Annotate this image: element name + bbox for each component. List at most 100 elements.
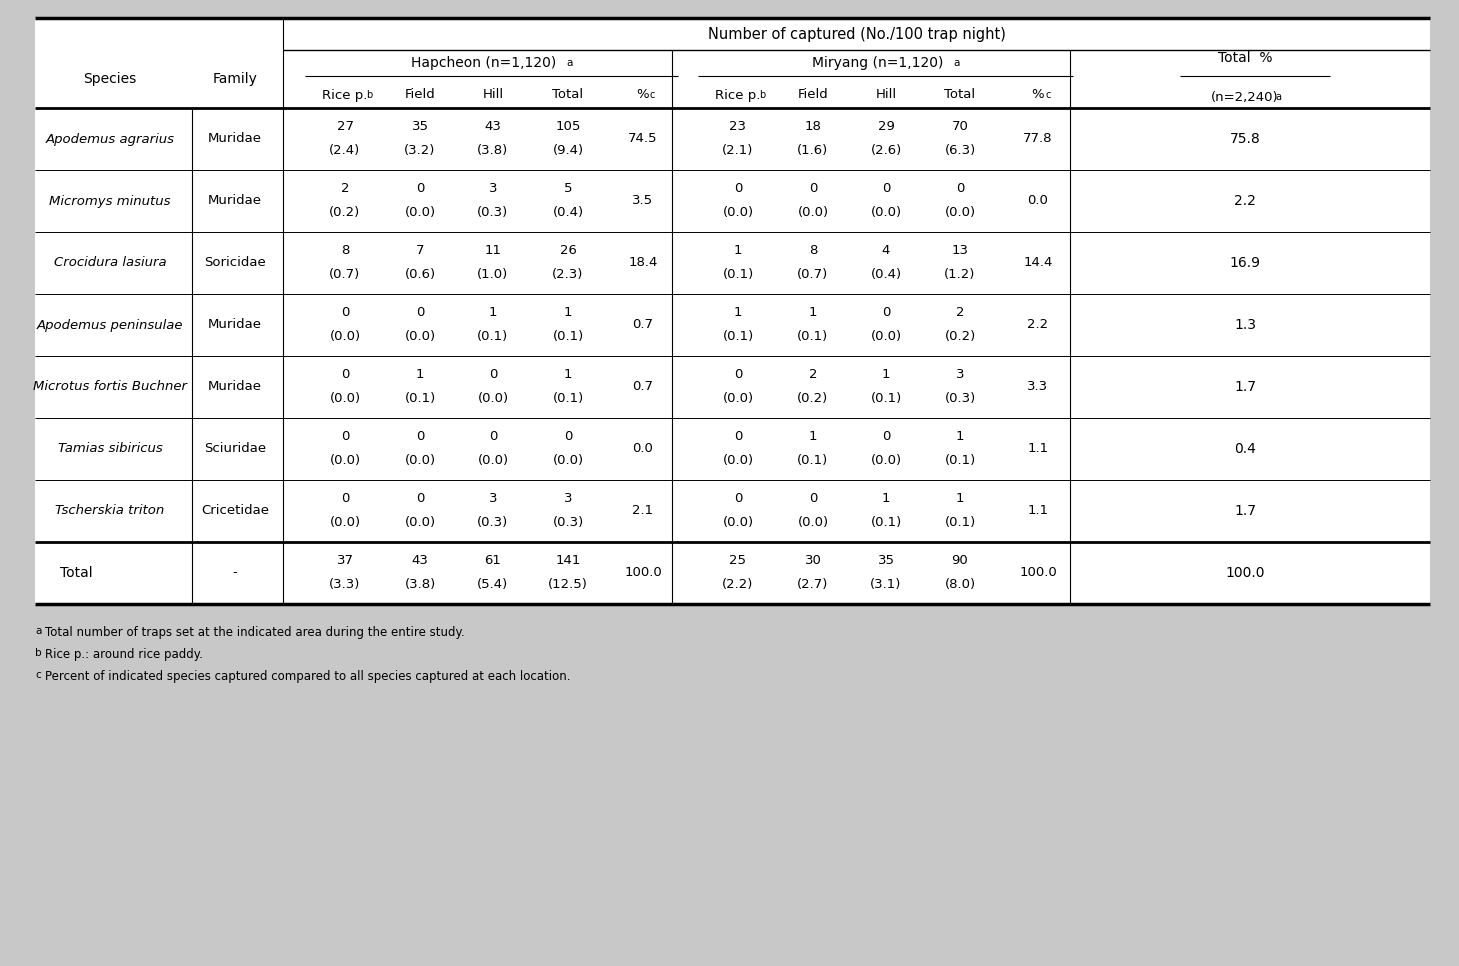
- Text: %: %: [1032, 89, 1045, 101]
- Text: 0: 0: [734, 430, 743, 443]
- Text: Total number of traps set at the indicated area during the entire study.: Total number of traps set at the indicat…: [45, 626, 464, 639]
- Text: (2.4): (2.4): [330, 144, 360, 156]
- Text: 0: 0: [489, 430, 498, 443]
- Text: (0.0): (0.0): [330, 454, 360, 467]
- Text: (0.0): (0.0): [722, 454, 753, 467]
- Text: 100.0: 100.0: [624, 566, 662, 580]
- Text: (9.4): (9.4): [553, 144, 584, 156]
- Text: 2: 2: [808, 368, 817, 382]
- Text: (0.1): (0.1): [944, 454, 976, 467]
- Text: c: c: [651, 90, 655, 100]
- Text: (2.1): (2.1): [722, 144, 754, 156]
- Text: (0.0): (0.0): [722, 391, 753, 405]
- Text: 0: 0: [808, 492, 817, 505]
- Text: 18.4: 18.4: [629, 257, 658, 270]
- Text: Muridae: Muridae: [209, 132, 263, 146]
- Text: (5.4): (5.4): [477, 578, 509, 590]
- Text: Muridae: Muridae: [209, 194, 263, 208]
- Text: 35: 35: [411, 120, 429, 133]
- Text: 13: 13: [951, 244, 969, 257]
- Text: 0: 0: [489, 368, 498, 382]
- Text: 0: 0: [416, 430, 425, 443]
- Text: Rice p.: around rice paddy.: Rice p.: around rice paddy.: [45, 648, 203, 661]
- Text: 29: 29: [877, 120, 894, 133]
- Text: (0.0): (0.0): [871, 454, 902, 467]
- Text: 141: 141: [556, 554, 581, 567]
- Text: 3.5: 3.5: [632, 194, 654, 208]
- Text: (1.0): (1.0): [477, 268, 509, 281]
- Text: (0.1): (0.1): [553, 329, 584, 343]
- Text: Field: Field: [798, 89, 829, 101]
- Text: 0: 0: [734, 183, 743, 195]
- Text: (0.0): (0.0): [871, 329, 902, 343]
- Text: (3.2): (3.2): [404, 144, 436, 156]
- Text: (0.4): (0.4): [871, 268, 902, 281]
- Text: Field: Field: [404, 89, 435, 101]
- Text: 1.7: 1.7: [1234, 504, 1256, 518]
- Text: (0.1): (0.1): [798, 329, 829, 343]
- Text: 74.5: 74.5: [629, 132, 658, 146]
- Text: Number of captured (No./100 trap night): Number of captured (No./100 trap night): [708, 26, 1005, 42]
- Text: 0: 0: [416, 492, 425, 505]
- Text: (0.1): (0.1): [722, 329, 754, 343]
- Text: 1: 1: [956, 430, 964, 443]
- Text: (0.0): (0.0): [330, 391, 360, 405]
- Text: 0.0: 0.0: [1027, 194, 1049, 208]
- Text: 2.1: 2.1: [632, 504, 654, 518]
- Text: (0.0): (0.0): [944, 206, 976, 218]
- Text: Microtus fortis Buchner: Microtus fortis Buchner: [34, 381, 187, 393]
- Text: 1.7: 1.7: [1234, 380, 1256, 394]
- Text: (0.3): (0.3): [477, 516, 509, 528]
- Bar: [35, 18, 1430, 604]
- Text: 0: 0: [341, 492, 349, 505]
- Text: (2.3): (2.3): [553, 268, 584, 281]
- Text: (0.0): (0.0): [871, 206, 902, 218]
- Text: 1: 1: [489, 306, 498, 319]
- Text: Tamias sibiricus: Tamias sibiricus: [57, 442, 162, 456]
- Text: b: b: [35, 648, 42, 658]
- Text: Total: Total: [944, 89, 976, 101]
- Text: (0.1): (0.1): [871, 516, 902, 528]
- Text: 1.1: 1.1: [1027, 442, 1049, 456]
- Text: 75.8: 75.8: [1230, 132, 1261, 146]
- Text: (0.4): (0.4): [553, 206, 584, 218]
- Text: 8: 8: [341, 244, 349, 257]
- Text: 18: 18: [804, 120, 821, 133]
- Text: Apodemus peninsulae: Apodemus peninsulae: [36, 319, 184, 331]
- Text: Miryang (n=1,120): Miryang (n=1,120): [813, 56, 944, 70]
- Text: 105: 105: [556, 120, 581, 133]
- Text: (0.1): (0.1): [871, 391, 902, 405]
- Text: 0: 0: [341, 306, 349, 319]
- Text: 8: 8: [808, 244, 817, 257]
- Text: (0.0): (0.0): [404, 454, 436, 467]
- Text: (0.2): (0.2): [944, 329, 976, 343]
- Text: Sciuridae: Sciuridae: [204, 442, 266, 456]
- Text: 1: 1: [808, 306, 817, 319]
- Text: b: b: [759, 90, 766, 100]
- Text: Total: Total: [60, 566, 92, 580]
- Text: Cricetidae: Cricetidae: [201, 504, 268, 518]
- Text: 0.0: 0.0: [633, 442, 654, 456]
- Text: 0: 0: [416, 183, 425, 195]
- Text: (0.0): (0.0): [330, 516, 360, 528]
- Text: 2: 2: [956, 306, 964, 319]
- Text: 14.4: 14.4: [1023, 257, 1053, 270]
- Text: 43: 43: [411, 554, 429, 567]
- Text: a: a: [953, 58, 960, 68]
- Text: Rice p.: Rice p.: [715, 89, 760, 101]
- Text: (3.1): (3.1): [871, 578, 902, 590]
- Text: (0.1): (0.1): [477, 329, 509, 343]
- Text: Muridae: Muridae: [209, 381, 263, 393]
- Text: Family: Family: [213, 72, 257, 86]
- Text: 1.1: 1.1: [1027, 504, 1049, 518]
- Text: (3.8): (3.8): [404, 578, 436, 590]
- Text: 0: 0: [734, 368, 743, 382]
- Text: Muridae: Muridae: [209, 319, 263, 331]
- Text: 3: 3: [489, 492, 498, 505]
- Text: (1.2): (1.2): [944, 268, 976, 281]
- Text: a: a: [566, 58, 572, 68]
- Text: 5: 5: [563, 183, 572, 195]
- Text: 4: 4: [881, 244, 890, 257]
- Text: 3: 3: [956, 368, 964, 382]
- Text: Crocidura lasiura: Crocidura lasiura: [54, 257, 166, 270]
